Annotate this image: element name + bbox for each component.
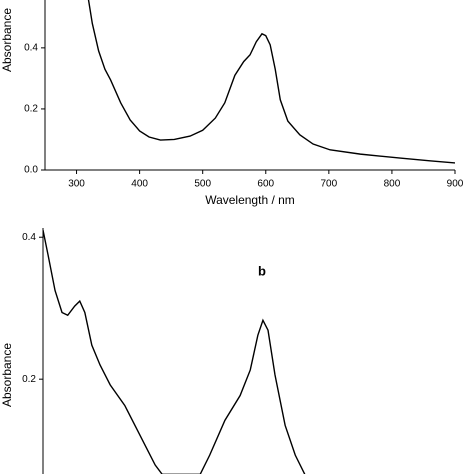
x-tick-label: 600 [257,179,274,190]
y-tick-label: 0.2 [22,374,36,385]
y-tick-label: 0.4 [22,232,36,243]
y-tick-label: 0.4 [24,42,38,53]
chart: 0.2 0.4 Absorbance b [0,228,306,474]
chart: 0.0 0.2 0.4 300 400 500 600 700 800 900 Wavelength… [0,0,464,207]
y-tick-label: 0.0 [24,165,38,176]
x-tick-label: 300 [68,179,85,190]
y-axis-label: Absorbance [0,343,14,407]
y-tick-label: 0.2 [24,104,38,115]
x-tick-label: 900 [447,179,464,190]
panel-label: b [258,263,266,278]
x-axis-label: Wavelength / nm [205,193,295,207]
spectrum-line [43,229,306,474]
x-tick-label: 500 [194,179,211,190]
x-tick-label: 400 [131,179,148,190]
y-axis-label: Absorbance [0,8,14,72]
x-tick-label: 800 [384,179,401,190]
x-tick-label: 700 [321,179,338,190]
spectrum-line [87,0,455,164]
